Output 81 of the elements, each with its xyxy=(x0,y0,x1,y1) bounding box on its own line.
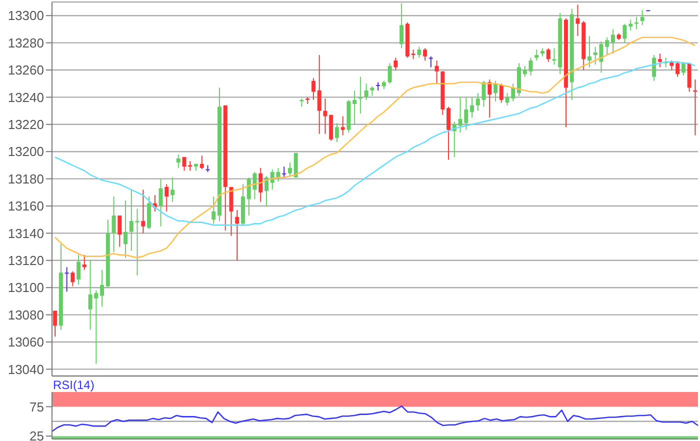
candlestick xyxy=(288,162,292,177)
candlestick xyxy=(628,19,633,32)
candlestick xyxy=(434,60,439,84)
candlestick xyxy=(476,92,480,112)
candlestick xyxy=(546,48,550,62)
y-tick-label: 13060 xyxy=(8,334,44,350)
line-series xyxy=(54,36,696,258)
candlestick xyxy=(676,61,680,78)
line-series xyxy=(51,405,699,432)
candlestick xyxy=(622,23,627,44)
candlestick xyxy=(158,178,163,227)
y-tick-label: 13080 xyxy=(8,307,44,322)
candlestick xyxy=(446,106,451,160)
candlestick xyxy=(112,196,116,253)
candlestick xyxy=(212,196,216,224)
candlestick xyxy=(129,189,134,252)
candlestick xyxy=(499,83,504,104)
candlestick xyxy=(334,122,339,143)
candlestick xyxy=(482,80,486,108)
y-tick-label: 13280 xyxy=(8,35,44,50)
y-tick-label: 13200 xyxy=(8,144,44,160)
candlestick xyxy=(605,36,610,56)
candlestick xyxy=(141,189,146,234)
candlestick xyxy=(552,48,556,66)
candlestick xyxy=(394,57,398,70)
candlestick xyxy=(317,54,322,134)
candlestick xyxy=(634,16,638,30)
candlestick xyxy=(428,56,433,68)
candlestick xyxy=(658,53,662,68)
y-tick-label: 25 xyxy=(30,428,44,441)
candlestick xyxy=(534,49,539,61)
y-tick-label: 13240 xyxy=(8,90,44,105)
candlestick xyxy=(587,36,592,68)
candlestick xyxy=(358,76,362,114)
chart-title: RSI(14) xyxy=(53,378,94,392)
y-tick-label: 13100 xyxy=(8,280,44,296)
y-tick-label: 75 xyxy=(30,399,44,414)
y-tick-label: 13300 xyxy=(8,8,44,24)
candlestick xyxy=(470,96,474,118)
y-tick-label: 13260 xyxy=(8,62,44,78)
candlestick xyxy=(82,254,86,270)
candlestick xyxy=(400,2,404,49)
candlestick xyxy=(170,176,175,202)
candlestick xyxy=(576,4,580,36)
candlestick xyxy=(53,310,58,338)
candlestick xyxy=(124,200,128,258)
candlestick xyxy=(411,49,416,60)
candlestick xyxy=(64,266,69,292)
y-tick-label: 13040 xyxy=(8,362,44,377)
y-tick-label: 13140 xyxy=(8,226,44,241)
candlestick xyxy=(376,82,380,91)
candlestick xyxy=(610,28,615,54)
candlestick xyxy=(488,79,492,118)
candlestick xyxy=(417,46,422,58)
candlestick xyxy=(76,254,81,286)
y-tick-label: 13120 xyxy=(8,253,44,268)
candlestick xyxy=(640,10,644,26)
y-tick-label: 13220 xyxy=(8,117,44,132)
candlestick xyxy=(323,98,328,134)
candlestick xyxy=(693,79,698,136)
candlestick xyxy=(352,90,357,125)
candlestick xyxy=(135,208,140,276)
candlestick xyxy=(388,62,392,84)
candlestick xyxy=(652,54,656,82)
y-tick-label: 13180 xyxy=(8,171,44,186)
candlestick xyxy=(370,86,374,96)
candlestick xyxy=(423,48,428,61)
candlestick xyxy=(681,61,686,76)
candlestick xyxy=(164,184,169,212)
candlestick xyxy=(340,116,345,136)
candlestick xyxy=(364,83,368,100)
candlestick xyxy=(118,215,122,248)
candlestick xyxy=(176,154,180,168)
candlestick xyxy=(200,155,204,170)
candlestick xyxy=(70,270,75,287)
y-tick-label: 13160 xyxy=(8,198,44,214)
candlestick xyxy=(235,210,240,261)
candlestick xyxy=(311,78,316,100)
candlestick xyxy=(100,269,104,308)
candlestick xyxy=(282,166,286,178)
candlestick xyxy=(258,167,263,202)
